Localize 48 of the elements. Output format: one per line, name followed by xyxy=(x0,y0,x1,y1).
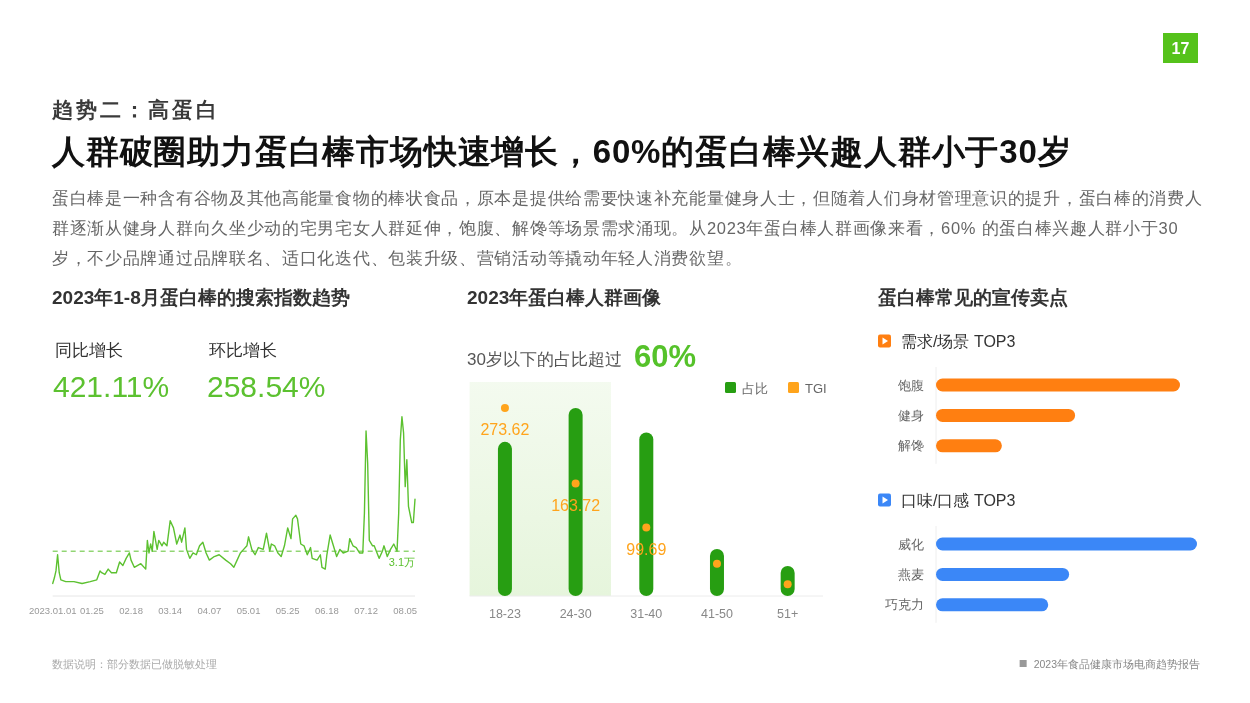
chart-title: 2023年1-8月蛋白棒的搜索指数趋势 xyxy=(52,287,350,308)
point xyxy=(642,523,651,532)
legend-label: TGI xyxy=(805,380,827,396)
data-label: 273.62 xyxy=(480,421,530,438)
x-tick-label: 04.07 xyxy=(197,605,222,616)
y-tick-label: 解馋 xyxy=(898,438,924,454)
x-tick-label: 51+ xyxy=(777,607,799,621)
text: 趋势二：高蛋白 xyxy=(51,98,220,121)
x-tick-label: 05.01 xyxy=(236,605,261,616)
x-tick-label: 41-50 xyxy=(700,607,734,621)
point xyxy=(500,404,509,412)
text: 人群破圈助力蛋白棒市场快速增长，60%的蛋白棒兴趣人群小于30岁 xyxy=(51,133,1072,170)
x-tick-label: 08.05 xyxy=(393,605,418,616)
y-tick-label: 健身 xyxy=(898,407,924,423)
text: 421.11% xyxy=(53,370,170,403)
text: 17 xyxy=(1171,40,1190,57)
x-tick-label: 24-30 xyxy=(559,607,592,621)
text: 30岁以下的占比超过 xyxy=(467,350,622,369)
y-tick-label: 燕麦 xyxy=(898,566,924,582)
text: 数据说明：部分数据已做脱敏处理 xyxy=(52,658,217,670)
x-tick-label: 07.12 xyxy=(354,605,378,616)
text: 环比增长 xyxy=(209,341,277,360)
text: 258.54% xyxy=(207,370,326,403)
x-tick-label: 18-23 xyxy=(488,607,521,621)
chart-subtitle: 需求/场景 TOP3 xyxy=(901,333,1016,350)
x-tick-label: 31-40 xyxy=(630,607,663,621)
chart-title: 蛋白棒常见的宣传卖点 xyxy=(877,287,1068,308)
x-tick-label: 01.25 xyxy=(79,605,104,616)
x-tick-label: 05.25 xyxy=(275,605,300,616)
ref-line-label: 3.1万 xyxy=(388,556,415,569)
text: 蛋白棒是一种含有谷物及其他高能量食物的棒状食品，原本是提供给需要快速补充能量健身人士，但随着人们身材管理意识的提升，蛋白棒的消费人群逐渐从健身人群向久坐少动的宅男宅女人群延伸，饱腹、解馋等场景需求涌现。从2023年蛋白棒人群画像来看，60% 的蛋白棒兴趣人群小于30岁，不少品牌通过品牌联名、适口化迭代、包装升级、营销活动等撬动年轻人消费欲望。 xyxy=(52,188,1204,269)
text: 2023年食品健康市场电商趋势报告 xyxy=(1033,658,1200,670)
x-tick-label: 06.18 xyxy=(314,605,339,616)
chart-title: 2023年蛋白棒人群画像 xyxy=(467,287,663,308)
chart-subtitle: 口味/口感 TOP3 xyxy=(901,492,1016,509)
point xyxy=(571,479,580,488)
x-tick-label: 02.18 xyxy=(119,605,143,616)
legend-label: 占比 xyxy=(742,380,768,396)
y-tick-label: 饱腹 xyxy=(897,377,924,393)
y-tick-label: 巧克力 xyxy=(885,597,924,613)
text: 同比增长 xyxy=(55,341,123,360)
text: 60% xyxy=(633,339,696,374)
point xyxy=(712,559,721,568)
x-tick-label: 03.14 xyxy=(158,605,183,616)
x-tick-label: 2023.01.01 xyxy=(28,605,77,616)
bar xyxy=(497,441,512,596)
y-tick-label: 威化 xyxy=(898,536,924,552)
bar xyxy=(709,549,724,596)
